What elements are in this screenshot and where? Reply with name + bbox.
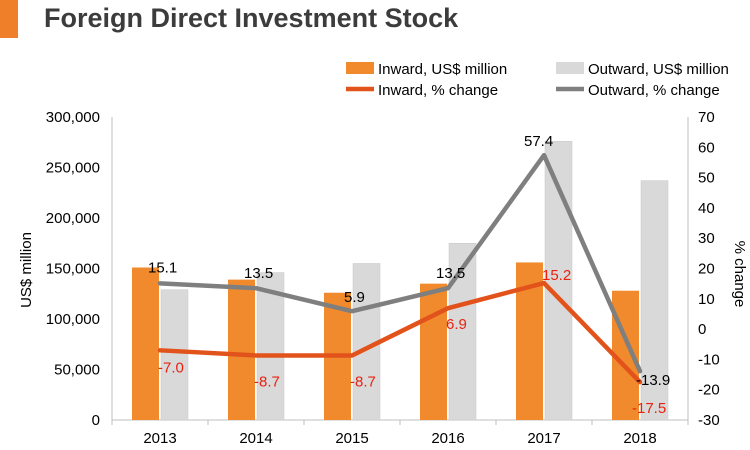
outward-bar xyxy=(160,289,189,421)
lines xyxy=(157,152,643,385)
x-tick-label: 2018 xyxy=(623,430,656,447)
x-tick-label: 2017 xyxy=(527,430,560,447)
outward-bar xyxy=(640,180,669,421)
inward-change-line xyxy=(157,280,643,385)
y-right-tick-label: 20 xyxy=(698,261,715,278)
outward-change-label: 57.4 xyxy=(524,133,553,150)
y-right-tick-label: 0 xyxy=(698,321,706,338)
inward-change-label: -8.7 xyxy=(350,373,376,390)
inward-change-label: -17.5 xyxy=(632,400,666,417)
x-tick-label: 2013 xyxy=(143,430,176,447)
y-right-tick-label: 70 xyxy=(698,109,715,126)
legend: Inward, US$ million Outward, US$ million I… xyxy=(346,61,729,99)
x-tick-label: 2014 xyxy=(239,430,272,447)
inward-change-label: 6.9 xyxy=(446,316,467,333)
y-axis-title: US$ million xyxy=(18,232,35,308)
inward-bar xyxy=(228,279,255,420)
outward-change-label: 15.1 xyxy=(148,259,177,276)
y-right-tick-label: 40 xyxy=(698,200,715,217)
outward-change-label: 5.9 xyxy=(344,289,365,306)
x-tick-label: 2016 xyxy=(431,430,464,447)
inward-change-label: -7.0 xyxy=(158,359,184,376)
legend-swatch-outward-bar xyxy=(556,62,584,74)
outward-change-label: 13.5 xyxy=(436,265,465,282)
y-right-axis-title: % change xyxy=(731,241,748,308)
y-tick-label: 250,000 xyxy=(46,160,100,177)
y-right-tick-label: 60 xyxy=(698,139,715,156)
y-tick-label: 0 xyxy=(92,412,100,429)
bars xyxy=(132,140,669,421)
y-right-tick-label: 30 xyxy=(698,230,715,247)
axes: 0 50,000 100,000 150,000 200,000 250,000 300,0… xyxy=(18,109,748,447)
y-right-tick-label: 50 xyxy=(698,170,715,187)
y-tick-label: 100,000 xyxy=(46,311,100,328)
outward-bar xyxy=(256,272,285,421)
y-tick-label: 50,000 xyxy=(54,362,100,379)
x-tick-label: 2015 xyxy=(335,430,368,447)
inward-bar xyxy=(132,267,159,420)
y-tick-label: 150,000 xyxy=(46,261,100,278)
y-tick-label: 300,000 xyxy=(46,109,100,126)
y-tick-label: 200,000 xyxy=(46,210,100,227)
legend-label-outward-line: Outward, % change xyxy=(588,82,720,99)
inward-change-label: 15.2 xyxy=(542,267,571,284)
outward-bar xyxy=(448,243,477,421)
y-right-tick-label: -10 xyxy=(698,351,720,368)
outward-change-line xyxy=(157,152,643,374)
legend-swatch-inward-bar xyxy=(346,62,374,74)
legend-label-inward-bar: Inward, US$ million xyxy=(378,61,507,78)
outward-change-label: 13.5 xyxy=(244,265,273,282)
inward-bar xyxy=(420,283,447,420)
y-right-tick-label: -30 xyxy=(698,412,720,429)
page-title: Foreign Direct Investment Stock xyxy=(44,3,459,33)
title-accent-bar xyxy=(0,0,18,38)
inward-change-label: -8.7 xyxy=(254,373,280,390)
y-right-tick-label: -20 xyxy=(698,382,720,399)
data-labels: -7.0 -8.7 -8.7 6.9 15.2 -17.5 15.1 13.5 5.9 13.5 5… xyxy=(148,133,670,417)
y-right-tick-label: 10 xyxy=(698,291,715,308)
outward-change-label: -13.9 xyxy=(636,372,670,389)
legend-label-inward-line: Inward, % change xyxy=(378,82,498,99)
legend-label-outward-bar: Outward, US$ million xyxy=(588,61,729,78)
